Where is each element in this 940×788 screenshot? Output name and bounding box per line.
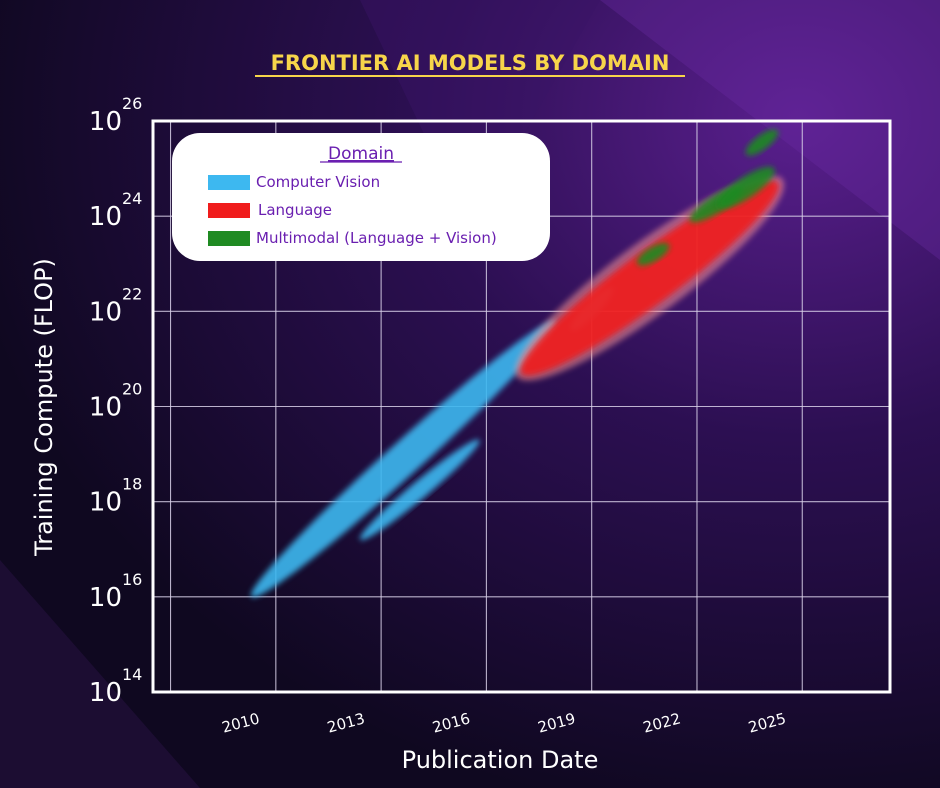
y-tick-label-base: 10 [89, 297, 122, 327]
y-tick-label-exponent: 20 [122, 380, 142, 399]
band-multimodal-language-vision [745, 129, 779, 156]
plot-border [151, 119, 892, 694]
legend-title: Domain [328, 144, 394, 164]
legend-label-language: Language [258, 201, 332, 219]
legend-swatch-computer-vision [208, 175, 250, 190]
legend-label-multimodal: Multimodal (Language + Vision) [256, 229, 497, 247]
data-bands [250, 129, 785, 598]
y-tick-label-exponent: 22 [122, 284, 142, 303]
y-tick-label-base: 10 [89, 488, 122, 518]
legend-box [172, 133, 550, 261]
band-multimodal-language-vision [717, 166, 775, 209]
legend-swatch-language [208, 203, 250, 218]
band-multimodal-language-vision [636, 242, 670, 266]
y-tick-label-exponent: 14 [122, 665, 142, 684]
band-computer-vision [359, 439, 480, 541]
y-tick-label-exponent: 18 [122, 475, 142, 494]
y-tick-label-exponent: 26 [122, 94, 142, 113]
background-shape [360, 0, 600, 230]
y-tick-label-base: 10 [89, 107, 122, 137]
y-tick-label-exponent: 16 [122, 570, 142, 589]
x-axis-label: Publication Date [402, 746, 599, 774]
y-tick-label-base: 10 [89, 393, 122, 423]
chart-title: FRONTIER AI MODELS BY DOMAIN [271, 51, 670, 75]
band-computer-vision [250, 320, 558, 598]
band-language [515, 175, 785, 381]
y-tick-label-base: 10 [89, 202, 122, 232]
y-axis-label: Training Compute (FLOP) [30, 258, 58, 557]
y-tick-label-base: 10 [89, 583, 122, 613]
y-tick-label-exponent: 24 [122, 189, 142, 208]
legend-swatch-multimodal [208, 231, 250, 246]
y-tick-label-base: 10 [89, 678, 122, 708]
legend: Domain Computer Vision Language Multimod… [172, 133, 550, 261]
background-shape [0, 560, 200, 788]
legend-label-computer-vision: Computer Vision [256, 173, 380, 191]
